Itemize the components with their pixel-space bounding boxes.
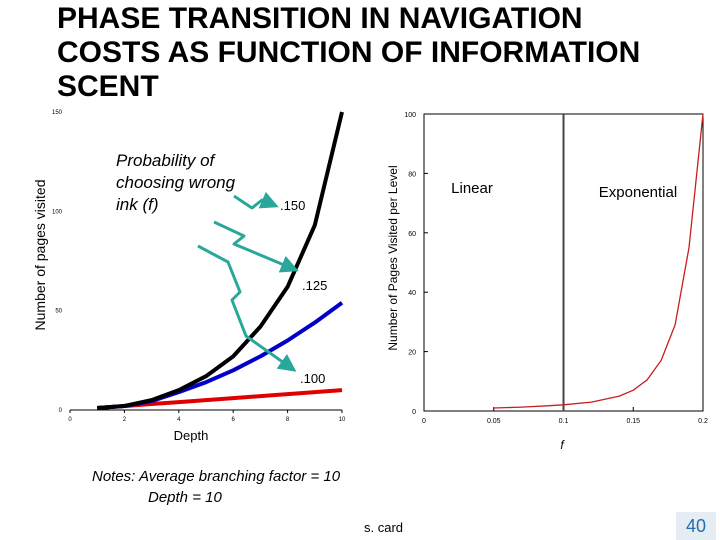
pointer-arrow xyxy=(197,244,297,372)
title-line-3: SCENT xyxy=(57,70,159,103)
title-line-1: PHASE TRANSITION IN NAVIGATION xyxy=(57,2,583,35)
left-x-tick-label: 6 xyxy=(232,417,236,423)
series-label: .150 xyxy=(280,198,305,213)
notes-line-2: Depth = 10 xyxy=(148,489,222,506)
notes-line-1: Notes: Average branching factor = 10 xyxy=(92,468,341,485)
right-x-tick-label: 0.2 xyxy=(698,418,708,425)
right-y-tick-label: 20 xyxy=(408,350,416,357)
annotation-line: ink (f) xyxy=(116,195,159,214)
left-x-tick-label: 8 xyxy=(286,417,290,423)
right-x-axis-title: f xyxy=(560,438,565,452)
title-line-2: COSTS AS FUNCTION OF INFORMATION xyxy=(57,36,641,69)
exp-curve xyxy=(493,113,704,409)
left-x-tick-label: 0 xyxy=(68,417,72,423)
left-x-tick-label: 2 xyxy=(123,417,127,423)
credit-text: s. card xyxy=(364,520,404,535)
left-x-tick-label: 4 xyxy=(177,417,181,423)
right-y-tick-label: 100 xyxy=(404,112,416,119)
slide-title: PHASE TRANSITION IN NAVIGATION COSTS AS … xyxy=(57,2,697,104)
series-line-f150 xyxy=(97,111,344,410)
region-label-linear: Linear xyxy=(451,180,493,197)
right-y-tick-label: 60 xyxy=(408,231,416,238)
series-label: .100 xyxy=(300,371,325,386)
pointer-arrow xyxy=(233,191,279,210)
region-label-exponential: Exponential xyxy=(599,184,677,201)
left-y-tick-label: 0 xyxy=(59,408,63,414)
right-x-tick-label: 0.05 xyxy=(487,418,501,425)
pointer-arrows xyxy=(197,191,299,372)
annotation-line: Probability of xyxy=(116,151,217,170)
right-y-tick-label: 0 xyxy=(412,409,416,416)
left-y-axis-title: Number of pages visited xyxy=(32,180,48,331)
annotation-line: choosing wrong xyxy=(116,173,240,192)
right-chart: 0 0.05 0.1 0.15 0.2 0 20 40 60 80 100 f Number of Pa… xyxy=(386,112,708,452)
right-x-tick-label: 0.1 xyxy=(559,418,569,425)
right-y-axis-title: Number of Pages Visited per Level xyxy=(386,165,400,350)
left-y-tick-label: 100 xyxy=(52,209,63,215)
right-y-tick-label: 80 xyxy=(408,171,416,178)
left-x-axis-title: Depth xyxy=(174,428,209,443)
page-number: 40 xyxy=(676,512,716,540)
right-x-tick-label: 0.15 xyxy=(626,418,640,425)
pointer-arrow xyxy=(213,220,299,273)
series-label: .125 xyxy=(302,278,327,293)
left-y-tick-label: 150 xyxy=(52,110,63,116)
left-x-tick-label: 10 xyxy=(339,417,346,423)
left-y-tick-label: 50 xyxy=(55,309,62,315)
annotation-text: Probability of choosing wrong ink (f) xyxy=(116,151,240,214)
right-x-tick-label: 0 xyxy=(422,418,426,425)
right-y-tick-label: 40 xyxy=(408,290,416,297)
